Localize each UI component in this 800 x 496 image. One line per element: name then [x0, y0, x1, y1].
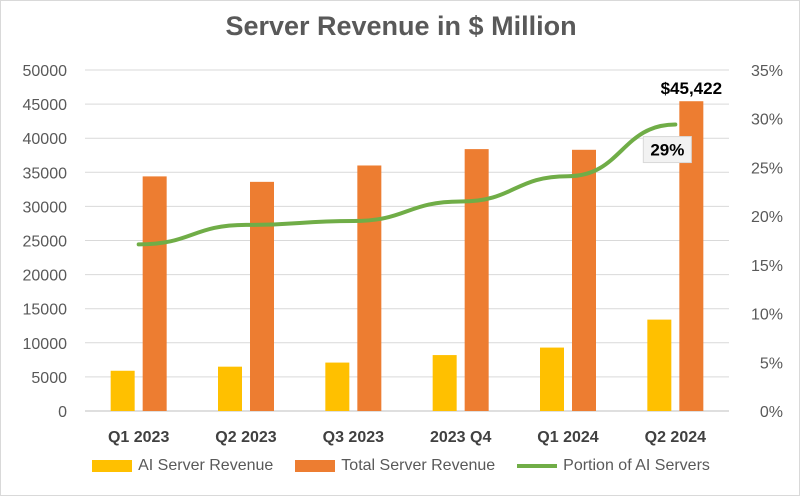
y-tick-label: 30000 [23, 199, 68, 216]
axis-labels: 0 5000 10000 15000 20000 25000 30000 35000 40000… [23, 63, 784, 446]
y2-tick-label: 10% [751, 307, 783, 324]
bar-total-server-revenue [357, 165, 382, 411]
bar-total-server-revenue [142, 176, 167, 411]
legend-swatch-total [295, 460, 336, 472]
y-tick-label: 35000 [23, 165, 68, 182]
x-tick-label: 2023 Q4 [430, 429, 491, 446]
y2-tick-label: 0% [760, 404, 783, 421]
legend-item-total-server-revenue: Total Server Revenue [295, 457, 495, 475]
bar-ai-server-revenue [218, 366, 242, 411]
bar-marks [110, 101, 704, 412]
legend-item-ai-server-revenue: AI Server Revenue [92, 457, 273, 475]
legend-label-ai: AI Server Revenue [138, 457, 274, 474]
bar-ai-server-revenue [325, 362, 350, 411]
gridlines [85, 69, 729, 412]
legend-label-total: Total Server Revenue [341, 457, 496, 474]
label-portion-q2-2024: 29% [650, 141, 684, 160]
y-tick-label: 5000 [31, 370, 67, 387]
legend-label-portion: Portion of AI Servers [563, 457, 710, 474]
y2-tick-label: 35% [751, 63, 783, 80]
legend-swatch-portion [517, 464, 558, 468]
y-tick-label: 50000 [23, 63, 68, 80]
label-total-q2-2024: $45,422 [661, 79, 722, 98]
x-tick-label: Q1 2023 [108, 429, 169, 446]
y-tick-label: 45000 [23, 97, 68, 114]
legend-swatch-ai [92, 460, 133, 472]
y2-tick-label: 30% [751, 112, 783, 129]
line-marks [136, 122, 678, 247]
legend-item-portion-ai-servers: Portion of AI Servers [517, 457, 710, 475]
y-tick-label: 15000 [23, 302, 68, 319]
line-portion-ai-servers [136, 122, 678, 247]
bar-total-server-revenue [250, 181, 274, 411]
y2-tick-label: 25% [751, 160, 783, 177]
y-tick-label: 25000 [23, 234, 68, 251]
y2-tick-label: 5% [760, 355, 783, 372]
y2-tick-label: 20% [751, 209, 783, 226]
y-tick-label: 20000 [23, 268, 68, 285]
bar-ai-server-revenue [540, 347, 564, 411]
y-tick-label: 10000 [23, 336, 68, 353]
data-annotations: $45,422 29% [642, 79, 722, 164]
x-tick-label: Q2 2023 [215, 429, 276, 446]
label-portion-box [642, 136, 692, 164]
bar-ai-server-revenue [110, 370, 135, 411]
x-tick-label: Q2 2024 [645, 429, 706, 446]
chart-title: Server Revenue in $ Million [225, 11, 577, 41]
bar-total-server-revenue [572, 149, 596, 411]
y2-tick-label: 15% [751, 258, 783, 275]
legend: AI Server Revenue Total Server Revenue P… [1, 457, 800, 475]
bar-ai-server-revenue [647, 319, 672, 411]
y-tick-label: 40000 [23, 131, 68, 148]
y-tick-label: 0 [58, 404, 67, 421]
x-tick-label: Q3 2023 [323, 429, 384, 446]
bar-total-server-revenue [464, 149, 489, 411]
x-tick-label: Q1 2024 [537, 429, 598, 446]
bar-ai-server-revenue [432, 355, 457, 411]
